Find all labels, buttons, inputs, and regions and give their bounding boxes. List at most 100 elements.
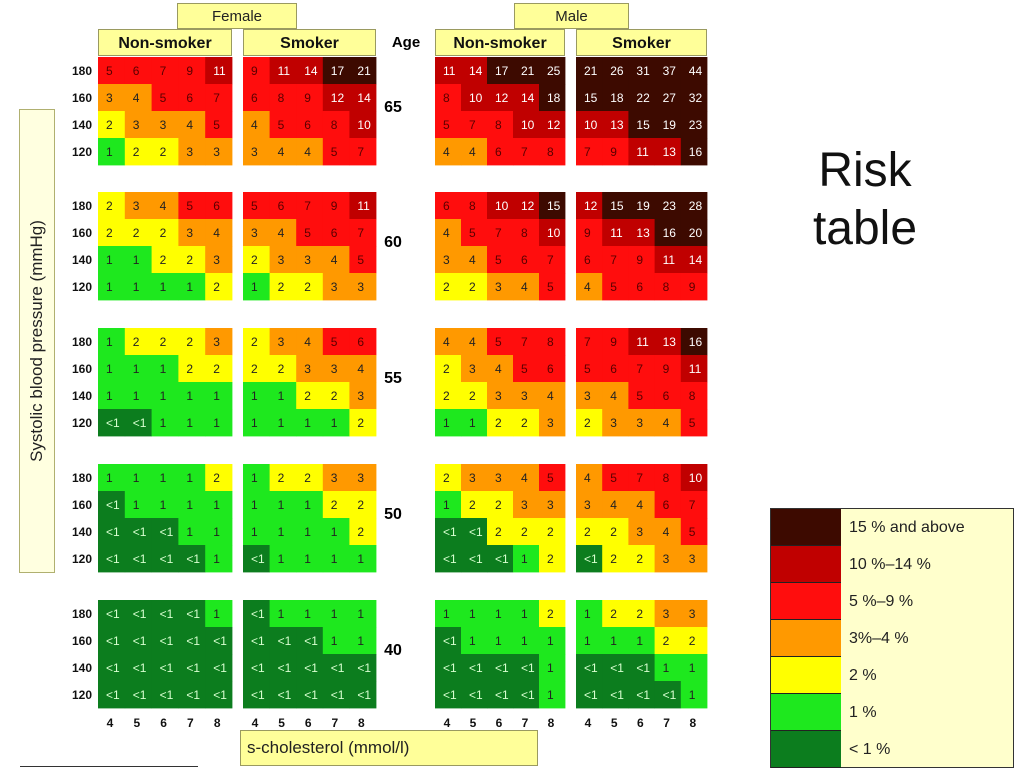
risk-cell-age40-male-non-smoker-r0c3	[513, 600, 540, 628]
risk-value-age55-female-non-smoker-r3c2: 1	[160, 416, 167, 430]
risk-value-age55-male-smoker-r0c3: 13	[663, 335, 677, 349]
risk-cell-age55-male-non-smoker-r2c4	[539, 382, 566, 410]
risk-cell-age55-female-non-smoker-r2c2	[151, 382, 179, 410]
risk-value-age50-male-smoker-r3c2: 2	[636, 552, 643, 566]
risk-value-age60-female-non-smoker-r3c1: 1	[133, 280, 140, 294]
risk-value-age50-male-smoker-r3c3: 3	[663, 552, 670, 566]
risk-value-age40-male-non-smoker-r1c4: 1	[547, 634, 554, 648]
risk-value-age40-female-smoker-r3c4: <1	[357, 688, 371, 702]
risk-cell-age40-male-non-smoker-r1c1	[461, 627, 488, 655]
risk-cell-age55-female-non-smoker-r1c3	[178, 355, 206, 383]
risk-cell-age50-male-smoker-r3c3	[654, 545, 682, 573]
risk-value-age60-male-non-smoker-r3c3: 4	[521, 280, 528, 294]
legend-swatch	[771, 694, 841, 731]
risk-value-age55-female-non-smoker-r1c3: 2	[186, 362, 193, 376]
risk-value-age55-male-non-smoker-r3c3: 2	[521, 416, 528, 430]
risk-cell-age60-female-non-smoker-r3c3	[178, 273, 206, 301]
risk-cell-age65-female-non-smoker-r0c3	[178, 57, 206, 85]
cholesterol-tick-label: 6	[304, 716, 312, 730]
risk-cell-age65-female-non-smoker-r2c0	[98, 111, 126, 139]
risk-value-age60-male-smoker-r2c1: 7	[610, 253, 617, 267]
risk-value-age65-male-smoker-r0c3: 37	[663, 64, 677, 78]
risk-value-age40-female-non-smoker-r3c4: <1	[213, 688, 227, 702]
risk-value-age50-male-smoker-r3c1: 2	[610, 552, 617, 566]
risk-cell-age60-male-non-smoker-r1c2	[487, 219, 514, 247]
risk-cell-age55-female-smoker-r1c2	[296, 355, 324, 383]
risk-value-age50-female-smoker-r0c1: 2	[278, 471, 285, 485]
risk-value-age55-female-non-smoker-r2c1: 1	[133, 389, 140, 403]
female-non-smoker-header: Non-smoker	[98, 29, 232, 56]
risk-value-age60-female-non-smoker-r0c3: 5	[186, 199, 193, 213]
female-header: Female	[177, 3, 297, 29]
risk-cell-age40-female-non-smoker-r0c4	[205, 600, 233, 628]
risk-cell-age65-male-non-smoker-r0c2	[487, 57, 514, 85]
risk-cell-age40-male-non-smoker-r2c1	[461, 654, 488, 682]
risk-value-age65-male-smoker-r0c1: 26	[610, 64, 624, 78]
risk-cell-age65-female-smoker-r1c0	[243, 84, 270, 112]
age-label: 60	[384, 234, 402, 251]
risk-cell-age55-male-smoker-r1c3	[654, 355, 682, 383]
risk-value-age50-male-smoker-r2c4: 5	[689, 525, 696, 539]
risk-value-age65-male-non-smoker-r0c2: 17	[495, 64, 509, 78]
risk-cell-age65-male-smoker-r3c2	[628, 138, 655, 166]
risk-value-age65-female-smoker-r3c4: 7	[357, 145, 364, 159]
risk-value-age55-female-smoker-r1c1: 2	[278, 362, 285, 376]
risk-value-age55-female-smoker-r0c2: 4	[304, 335, 311, 349]
risk-cell-age65-male-non-smoker-r2c4	[539, 111, 566, 139]
risk-cell-age60-female-smoker-r2c1	[269, 246, 297, 274]
risk-cell-age65-male-smoker-r2c4	[680, 111, 708, 139]
risk-value-age55-female-non-smoker-r0c4: 3	[213, 335, 220, 349]
risk-value-age40-male-smoker-r2c1: <1	[610, 661, 624, 675]
risk-value-age65-female-smoker-r0c0: 9	[251, 64, 258, 78]
risk-cell-age60-male-smoker-r0c1	[602, 192, 629, 220]
risk-cell-age60-female-smoker-r3c3	[322, 273, 350, 301]
risk-value-age40-male-non-smoker-r2c4: 1	[547, 661, 554, 675]
risk-cell-age40-female-non-smoker-r1c4	[205, 627, 233, 655]
risk-cell-age60-male-non-smoker-r3c3	[513, 273, 540, 301]
risk-value-age40-male-non-smoker-r0c2: 1	[495, 607, 502, 621]
risk-value-age40-female-non-smoker-r2c3: <1	[186, 661, 200, 675]
risk-value-age50-male-non-smoker-r0c0: 2	[443, 471, 450, 485]
risk-cell-age65-female-smoker-r3c2	[296, 138, 324, 166]
risk-value-age50-female-non-smoker-r0c0: 1	[106, 471, 113, 485]
risk-value-age40-female-smoker-r1c1: <1	[278, 634, 292, 648]
risk-value-age60-male-smoker-r3c2: 6	[636, 280, 643, 294]
risk-value-age50-female-non-smoker-r3c3: <1	[186, 552, 200, 566]
risk-cell-age65-female-smoker-r1c2	[296, 84, 324, 112]
risk-value-age60-female-non-smoker-r2c1: 1	[133, 253, 140, 267]
risk-cell-age40-male-smoker-r3c1	[602, 681, 629, 709]
risk-cell-age60-female-smoker-r2c0	[243, 246, 270, 274]
risk-value-age40-female-smoker-r0c3: 1	[331, 607, 338, 621]
risk-cell-age55-female-smoker-r2c0	[243, 382, 270, 410]
risk-value-age65-female-smoker-r2c2: 6	[304, 118, 311, 132]
risk-value-age55-male-smoker-r0c4: 16	[689, 335, 703, 349]
risk-cell-age40-male-smoker-r3c3	[654, 681, 682, 709]
risk-cell-age50-male-smoker-r3c1	[602, 545, 629, 573]
risk-cell-age55-female-smoker-r3c2	[296, 409, 324, 437]
risk-cell-age60-female-smoker-r1c2	[296, 219, 324, 247]
risk-cell-age55-male-non-smoker-r2c1	[461, 382, 488, 410]
risk-value-age40-female-smoker-r2c2: <1	[304, 661, 318, 675]
risk-cell-age40-male-smoker-r0c3	[654, 600, 682, 628]
risk-cell-age40-male-non-smoker-r2c3	[513, 654, 540, 682]
risk-value-age60-female-non-smoker-r2c3: 2	[186, 253, 193, 267]
risk-cell-age65-female-non-smoker-r3c4	[205, 138, 233, 166]
risk-value-age40-female-non-smoker-r1c0: <1	[106, 634, 120, 648]
risk-value-age60-male-non-smoker-r1c1: 5	[469, 226, 476, 240]
risk-value-age40-male-non-smoker-r3c3: <1	[521, 688, 535, 702]
legend-item: < 1 %	[771, 731, 1013, 768]
female-smoker-header: Smoker	[243, 29, 376, 56]
risk-cell-age40-male-smoker-r1c4	[680, 627, 708, 655]
risk-cell-age50-female-smoker-r0c0	[243, 464, 270, 492]
risk-cell-age40-female-non-smoker-r3c2	[151, 681, 179, 709]
risk-value-age60-male-non-smoker-r0c1: 8	[469, 199, 476, 213]
risk-cell-age60-male-non-smoker-r1c3	[513, 219, 540, 247]
risk-value-age65-female-non-smoker-r2c2: 3	[160, 118, 167, 132]
risk-cell-age55-male-smoker-r3c3	[654, 409, 682, 437]
risk-cell-age65-female-non-smoker-r0c1	[124, 57, 152, 85]
risk-value-age40-female-smoker-r0c2: 1	[304, 607, 311, 621]
risk-value-age40-male-smoker-r3c4: 1	[689, 688, 696, 702]
risk-value-age65-male-smoker-r1c0: 15	[584, 91, 598, 105]
risk-value-age60-male-non-smoker-r2c4: 7	[547, 253, 554, 267]
risk-cell-age65-female-smoker-r1c3	[322, 84, 350, 112]
